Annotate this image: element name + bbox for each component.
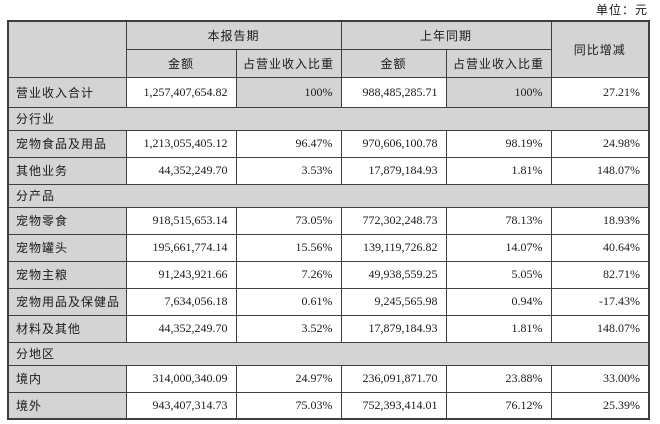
section-label: 分产品 (7, 183, 650, 208)
row-label-cell: 宠物食品及用品 (7, 129, 127, 158)
prior-period-header: 上年同期 (340, 20, 552, 50)
prior-amount-cell: 752,393,414.01 (340, 391, 447, 420)
prior-amount-cell: 49,938,559.25 (340, 260, 447, 289)
table-row: 其他业务 44,352,249.70 3.53% 17,879,184.93 1.81%… (7, 156, 650, 185)
prior-amount-cell: 17,879,184.93 (340, 156, 447, 185)
row-label-cell: 宠物罐头 (7, 233, 127, 262)
current-pct-cell: 7.26% (235, 260, 342, 289)
prior-pct-cell: 23.88% (445, 364, 552, 393)
prior-amount-cell: 236,091,871.70 (340, 364, 447, 393)
yoy-change-cell: 148.07% (550, 156, 650, 185)
table-row: 营业收入合计 1,257,407,654.82 100% 988,485,285.71… (7, 76, 650, 108)
yoy-change-cell: 24.98% (550, 129, 650, 158)
table-row: 境外 943,407,314.73 75.03% 752,393,414.01 76.1… (7, 391, 650, 420)
prior-pct-header: 占营业收入比重 (445, 48, 552, 78)
prior-amount-cell: 9,245,565.98 (340, 287, 447, 316)
header-row-periods: 本报告期 上年同期 同比增减 (7, 20, 650, 78)
section-label: 分行业 (7, 106, 650, 131)
row-label-cell: 材料及其他 (7, 314, 127, 343)
current-pct-cell: 0.61% (235, 287, 342, 316)
table-row: 宠物食品及用品 1,213,055,405.12 96.47% 970,606,100… (7, 129, 650, 158)
current-pct-cell: 100% (235, 76, 342, 108)
current-pct-cell: 75.03% (235, 391, 342, 420)
unit-label: 单位：元 (595, 3, 648, 17)
table-row: 境内 314,000,340.09 24.97% 236,091,871.70 23.8… (7, 364, 650, 393)
prior-amount-cell: 988,485,285.71 (340, 76, 447, 108)
current-pct-cell: 73.05% (235, 206, 342, 235)
prior-pct-cell: 78.13% (445, 206, 552, 235)
current-pct-cell: 96.47% (235, 129, 342, 158)
yoy-change-cell: 40.64% (550, 233, 650, 262)
current-amount-cell: 44,352,249.70 (125, 314, 237, 343)
current-pct-cell: 15.56% (235, 233, 342, 262)
yoy-change-header: 同比增减 (550, 20, 650, 78)
prior-amount-header: 金额 (340, 48, 447, 78)
current-amount-cell: 91,243,921.66 (125, 260, 237, 289)
prior-pct-cell: 1.81% (445, 156, 552, 185)
row-label-cell: 宠物零食 (7, 206, 127, 235)
table-header: 本报告期 上年同期 同比增减 金额 占营业收入比重 金额 占营业收入比重 (7, 20, 650, 78)
revenue-breakdown-table: 本报告期 上年同期 同比增减 金额 占营业收入比重 金额 占营业收入比重 营业收… (7, 20, 651, 420)
row-label-cell: 营业收入合计 (7, 76, 127, 108)
table-row: 材料及其他 44,352,249.70 3.52% 17,879,184.93 1.81… (7, 314, 650, 343)
row-label-cell: 宠物主粮 (7, 260, 127, 289)
current-amount-header: 金额 (125, 48, 237, 78)
current-amount-cell: 7,634,056.18 (125, 287, 237, 316)
row-label-cell: 其他业务 (7, 156, 127, 185)
prior-pct-cell: 98.19% (445, 129, 552, 158)
section-label: 分地区 (7, 341, 650, 366)
table-row: 宠物零食 918,515,653.14 73.05% 772,302,248.73 78… (7, 206, 650, 235)
current-amount-cell: 44,352,249.70 (125, 156, 237, 185)
current-pct-header: 占营业收入比重 (235, 48, 342, 78)
prior-pct-cell: 14.07% (445, 233, 552, 262)
current-amount-cell: 195,661,774.14 (125, 233, 237, 262)
row-label-cell: 境外 (7, 391, 127, 420)
section-row: 分地区 (7, 341, 650, 366)
current-amount-cell: 1,213,055,405.12 (125, 129, 237, 158)
prior-pct-cell: 76.12% (445, 391, 552, 420)
yoy-change-cell: -17.43% (550, 287, 650, 316)
row-label-cell: 境内 (7, 364, 127, 393)
prior-amount-cell: 970,606,100.78 (340, 129, 447, 158)
row-label-cell: 宠物用品及保健品 (7, 287, 127, 316)
corner-empty-cell (7, 20, 127, 78)
table-body: 营业收入合计 1,257,407,654.82 100% 988,485,285.71… (7, 76, 650, 420)
yoy-change-cell: 148.07% (550, 314, 650, 343)
current-pct-cell: 3.52% (235, 314, 342, 343)
current-amount-cell: 1,257,407,654.82 (125, 76, 237, 108)
table-row: 宠物主粮 91,243,921.66 7.26% 49,938,559.25 5.05%… (7, 260, 650, 289)
table-row: 宠物罐头 195,661,774.14 15.56% 139,119,726.82 14… (7, 233, 650, 262)
current-pct-cell: 3.53% (235, 156, 342, 185)
current-amount-cell: 943,407,314.73 (125, 391, 237, 420)
section-row: 分产品 (7, 183, 650, 208)
yoy-change-cell: 27.21% (550, 76, 650, 108)
prior-pct-cell: 0.94% (445, 287, 552, 316)
yoy-change-cell: 18.93% (550, 206, 650, 235)
current-amount-cell: 314,000,340.09 (125, 364, 237, 393)
table-row: 宠物用品及保健品 7,634,056.18 0.61% 9,245,565.98 0.9… (7, 287, 650, 316)
prior-amount-cell: 139,119,726.82 (340, 233, 447, 262)
yoy-change-cell: 25.39% (550, 391, 650, 420)
yoy-change-cell: 33.00% (550, 364, 650, 393)
yoy-change-cell: 82.71% (550, 260, 650, 289)
current-amount-cell: 918,515,653.14 (125, 206, 237, 235)
header-row-measures: 金额 占营业收入比重 金额 占营业收入比重 (8, 48, 649, 78)
current-pct-cell: 24.97% (235, 364, 342, 393)
prior-amount-cell: 17,879,184.93 (340, 314, 447, 343)
prior-pct-cell: 100% (445, 76, 552, 108)
current-period-header: 本报告期 (125, 20, 342, 50)
prior-amount-cell: 772,302,248.73 (340, 206, 447, 235)
prior-pct-cell: 5.05% (445, 260, 552, 289)
prior-pct-cell: 1.81% (445, 314, 552, 343)
section-row: 分行业 (7, 106, 650, 131)
